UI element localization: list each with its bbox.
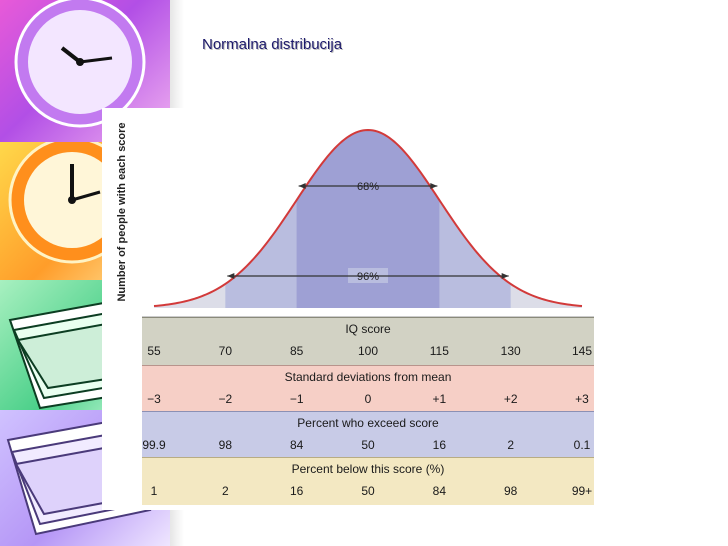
std-dev-value: 0 <box>364 392 372 406</box>
range-label-96pct: 96% <box>357 271 379 283</box>
y-axis-label: Number of people with each score <box>116 122 128 302</box>
std-dev-row: Standard deviations from mean −3 −2 −1 0… <box>142 365 594 411</box>
percent-below-value: 16 <box>289 484 304 498</box>
percent-below-value: 1 <box>150 484 158 498</box>
arrow-head-right <box>430 183 438 189</box>
percent-below-value: 84 <box>432 484 447 498</box>
std-dev-value: −3 <box>147 392 161 406</box>
iq-score-title: IQ score <box>345 322 391 336</box>
std-dev-title: Standard deviations from mean <box>284 370 452 384</box>
slide-title: Normalna distribucija <box>202 36 343 53</box>
percent-exceed-row: Percent who exceed score 99.9 98 84 50 1… <box>142 411 594 457</box>
percent-below-row: Percent below this score (%) 1 2 16 50 8… <box>142 457 594 505</box>
distribution-curve <box>153 128 583 308</box>
percent-below-value: 2 <box>221 484 229 498</box>
std-dev-value: −1 <box>289 392 304 406</box>
percent-exceed-value: 2 <box>507 438 514 452</box>
arrow-head-left <box>298 183 306 189</box>
percent-below-value: 98 <box>503 484 518 498</box>
arrow-head-left <box>227 273 235 279</box>
normal-distribution-figure: Number of people with each score 68% 96% … <box>102 108 600 510</box>
iq-score-value: 130 <box>500 344 521 358</box>
percent-below-title: Percent below this score (%) <box>291 462 445 476</box>
tile-purple <box>0 0 170 142</box>
percent-exceed-value: 0.1 <box>573 438 591 452</box>
iq-score-value: 145 <box>571 344 593 358</box>
iq-score-value: 115 <box>429 344 449 358</box>
std-dev-value: +2 <box>503 392 518 406</box>
iq-score-value: 85 <box>289 344 304 358</box>
iq-score-value: 70 <box>218 344 233 358</box>
arrow-head-right <box>501 273 509 279</box>
y-axis-label-area: Number of people with each score <box>102 108 142 318</box>
percent-exceed-value: 50 <box>361 438 375 452</box>
percent-exceed-value: 16 <box>432 438 447 452</box>
percent-exceed-value: 84 <box>289 438 304 452</box>
range-label-68pct: 68% <box>357 181 379 193</box>
iq-score-value: 100 <box>357 344 379 358</box>
percent-exceed-value: 99.9 <box>142 438 166 452</box>
iq-score-value: 55 <box>147 344 161 358</box>
percent-exceed-value: 98 <box>218 438 233 452</box>
distribution-plot: 68% 96% <box>142 118 594 318</box>
shaded-block-68pct <box>296 200 440 308</box>
iq-score-row: IQ score 55 70 85 100 115 130 145 <box>142 317 594 365</box>
percent-below-value: 50 <box>361 484 375 498</box>
percent-exceed-title: Percent who exceed score <box>297 416 439 430</box>
std-dev-value: +3 <box>575 392 589 406</box>
std-dev-value: −2 <box>218 392 233 406</box>
clock-icon <box>14 0 146 128</box>
percent-below-value: 99+ <box>571 484 593 498</box>
std-dev-value: +1 <box>432 392 447 406</box>
